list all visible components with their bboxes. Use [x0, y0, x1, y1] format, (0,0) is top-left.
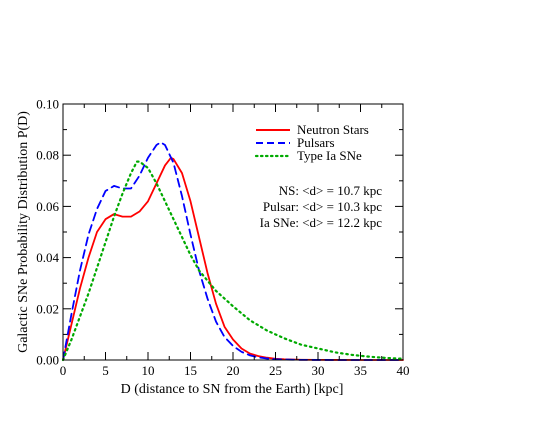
ticks-layer: 0 5 10 15 20 25 30 35 40 0.00 0.02 0.04 0.06 0.08 0.10 — [36, 97, 409, 379]
legend-label-neutron-stars: Neutron Stars — [297, 122, 369, 137]
y-tick-label: 0.10 — [36, 97, 59, 112]
x-tick-label: 25 — [269, 363, 282, 378]
annotation-ia-mean: Ia SNe: <d> = 12.2 kpc — [260, 215, 383, 230]
y-tick-label: 0.08 — [36, 148, 59, 163]
series-line-pulsars — [62, 141, 404, 361]
legend-label-type-ia-sne: Type Ia SNe — [297, 148, 362, 163]
x-tick-label: 35 — [354, 363, 367, 378]
y-tick-label: 0.00 — [36, 353, 59, 368]
x-tick-label: 0 — [60, 363, 67, 378]
x-tick-label: 15 — [184, 363, 197, 378]
plot-frame — [62, 103, 404, 361]
y-axis-label: Galactic SNe Probability Distribution P(… — [16, 111, 31, 353]
legend-label-pulsars: Pulsars — [297, 135, 335, 150]
y-tick-label: 0.02 — [36, 301, 59, 316]
y-tick-label: 0.04 — [36, 250, 59, 265]
legend: Neutron Stars Pulsars Type Ia SNe — [254, 122, 369, 163]
x-tick-label: 20 — [227, 363, 240, 378]
x-tick-label: 5 — [102, 363, 109, 378]
series-line-type-ia-sne — [61, 160, 405, 362]
series-layer — [61, 141, 405, 362]
mean-distance-annotations: NS: <d> = 10.7 kpc Pulsar: <d> = 10.3 kp… — [260, 183, 383, 230]
annotation-pulsar-mean: Pulsar: <d> = 10.3 kpc — [263, 199, 382, 214]
x-axis-label: D (distance to SN from the Earth) [kpc] — [121, 382, 344, 397]
y-tick-label: 0.06 — [36, 199, 59, 214]
x-tick-label: 40 — [397, 363, 410, 378]
x-tick-label: 30 — [312, 363, 325, 378]
annotation-ns-mean: NS: <d> = 10.7 kpc — [279, 183, 382, 198]
x-tick-label: 10 — [142, 363, 155, 378]
